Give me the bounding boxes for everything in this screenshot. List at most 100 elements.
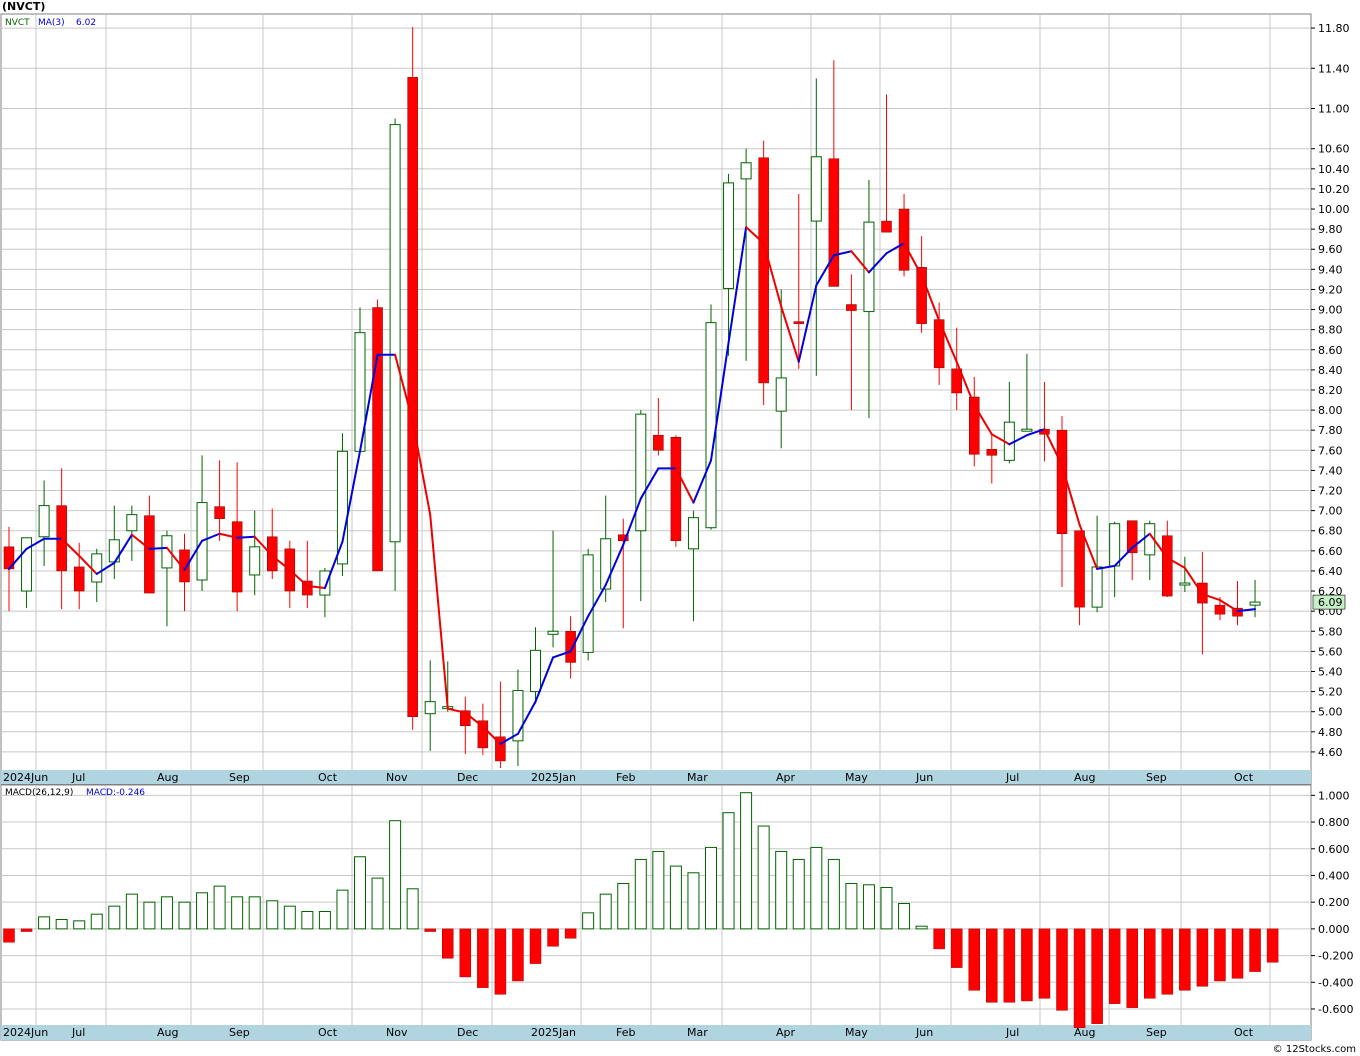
candle-body-up	[1091, 566, 1103, 608]
ma3-segment	[867, 252, 888, 274]
macd-bar-positive	[196, 892, 209, 930]
candle-body-down	[670, 436, 682, 542]
ma3-segment	[1061, 464, 1081, 526]
macd-bar-positive	[73, 920, 86, 930]
candle-body-up	[740, 162, 752, 180]
ma3-segment	[569, 615, 590, 653]
candle-body-down	[495, 736, 506, 762]
ma3-segment	[604, 543, 625, 587]
macd-x-tick-label: Sep	[1146, 1026, 1167, 1039]
macd-x-tick-label: May	[845, 1026, 868, 1039]
ma3-segment	[850, 250, 870, 274]
macd-bar-positive	[669, 865, 682, 930]
macd-bar-positive	[406, 888, 419, 930]
candle-body-down	[179, 549, 190, 583]
macd-bar-positive	[178, 901, 191, 930]
macd-bar-negative	[459, 928, 472, 978]
macd-bar-negative	[494, 928, 507, 995]
price-x-tick-label: Jul	[71, 771, 85, 784]
candle-body-down	[969, 396, 980, 455]
candle-body-up	[547, 630, 559, 635]
price-x-tick-label: Aug	[157, 771, 178, 784]
macd-bar-positive	[354, 856, 366, 930]
price-x-tick-label: Nov	[386, 771, 408, 784]
last-price-box	[1312, 594, 1346, 610]
macd-bar-negative	[20, 928, 33, 932]
candle-body-up	[319, 570, 331, 596]
last-price-label: 6.09	[1318, 596, 1343, 609]
candle-body-up	[1109, 523, 1121, 567]
price-y-tick-label: 8.40	[1318, 364, 1343, 377]
macd-bar-positive	[283, 905, 296, 930]
ma3-segment	[1218, 599, 1239, 613]
price-x-axis: 2024Jun Jul Aug Sep Oct Nov Dec 2025Jan Feb Mar Ap…	[3, 771, 1254, 784]
macd-legend-label: MACD(26,12,9)	[5, 788, 73, 798]
ma3-segment	[271, 554, 291, 571]
macd-bar-negative	[968, 928, 980, 991]
candle-body-down	[1162, 535, 1173, 597]
ma3-segment	[639, 467, 660, 500]
candle-body-down	[460, 710, 471, 727]
ma3-line	[8, 226, 1257, 745]
macd-bar-positive	[108, 905, 121, 930]
macd-y-tick-label: -0.200	[1318, 950, 1353, 963]
price-panel: 4.604.805.005.205.405.605.806.006.206.40…	[0, 13, 1350, 785]
macd-bar-positive	[722, 812, 735, 930]
ma3-segment	[446, 707, 467, 714]
price-y-tick-label: 7.80	[1318, 424, 1343, 437]
candle-body-up	[249, 546, 261, 576]
macd-bar-positive	[248, 896, 261, 930]
macd-bar-negative	[512, 928, 524, 982]
candle-body-up	[389, 124, 401, 543]
price-y-tick-label: 9.00	[1318, 304, 1343, 317]
ma3-segment	[1236, 608, 1257, 613]
ma3-segment	[306, 585, 326, 590]
macd-x-axis: 2024Jun Jul Aug Sep Oct Nov Dec 2025Jan Feb Mar Ap…	[3, 1026, 1254, 1039]
price-y-tick-label: 4.60	[1318, 746, 1343, 759]
macd-x-tick-label: Dec	[457, 1026, 478, 1039]
candle-body-up	[1179, 582, 1191, 586]
price-y-tick-label: 9.60	[1318, 243, 1343, 256]
macd-bar-positive	[336, 889, 349, 930]
ma3-segment	[25, 537, 46, 550]
ma3-segment	[920, 274, 941, 322]
macd-y-tick-label: 0.600	[1318, 843, 1350, 856]
price-x-tick-label: Oct	[1234, 771, 1254, 784]
ma3-segment	[95, 561, 116, 575]
candle-body-down	[1074, 530, 1085, 608]
price-y-tick-label: 9.40	[1318, 263, 1343, 276]
price-y-tick-label: 7.40	[1318, 464, 1343, 477]
macd-bar-positive	[740, 792, 753, 930]
ma3-segment	[552, 650, 572, 659]
ma3-segment	[1166, 556, 1186, 569]
ma3-segment	[113, 533, 133, 564]
macd-bar-negative	[1003, 928, 1016, 1003]
price-y-tick-label: 5.20	[1318, 686, 1343, 699]
candle-body-down	[916, 267, 927, 324]
macd-bar-negative	[933, 928, 945, 950]
price-legend: NVCT MA(3) 6.02	[5, 18, 96, 28]
ma3-segment	[990, 433, 1011, 446]
ma3-segment	[236, 535, 256, 539]
candle-body-up	[1249, 601, 1261, 606]
ma3-segment	[201, 532, 221, 542]
price-x-tick-label: May	[845, 771, 868, 784]
macd-bar-negative	[564, 928, 577, 939]
candle-body-up	[723, 182, 735, 289]
macd-legend: MACD(26,12,9) MACD:-0.246	[5, 788, 145, 798]
macd-x-tick-label: 2024Jun	[3, 1026, 48, 1039]
macd-y-tick-label: -0.600	[1318, 1003, 1353, 1016]
candle-body-down	[407, 77, 418, 717]
macd-bar-positive	[915, 925, 928, 930]
price-x-tick-label: 2025Jan	[531, 771, 576, 784]
price-x-tick-label: Apr	[776, 771, 796, 784]
macd-y-tick-label: 0.200	[1318, 896, 1350, 909]
candle-body-down	[951, 368, 962, 394]
candle-body-down	[214, 506, 225, 519]
macd-bar-positive	[862, 884, 875, 930]
ma3-segment	[1201, 593, 1221, 602]
ma3-segment	[674, 467, 695, 504]
macd-x-tick-label: Jul	[1005, 1026, 1019, 1039]
macd-x-tick-label: Mar	[687, 1026, 708, 1039]
